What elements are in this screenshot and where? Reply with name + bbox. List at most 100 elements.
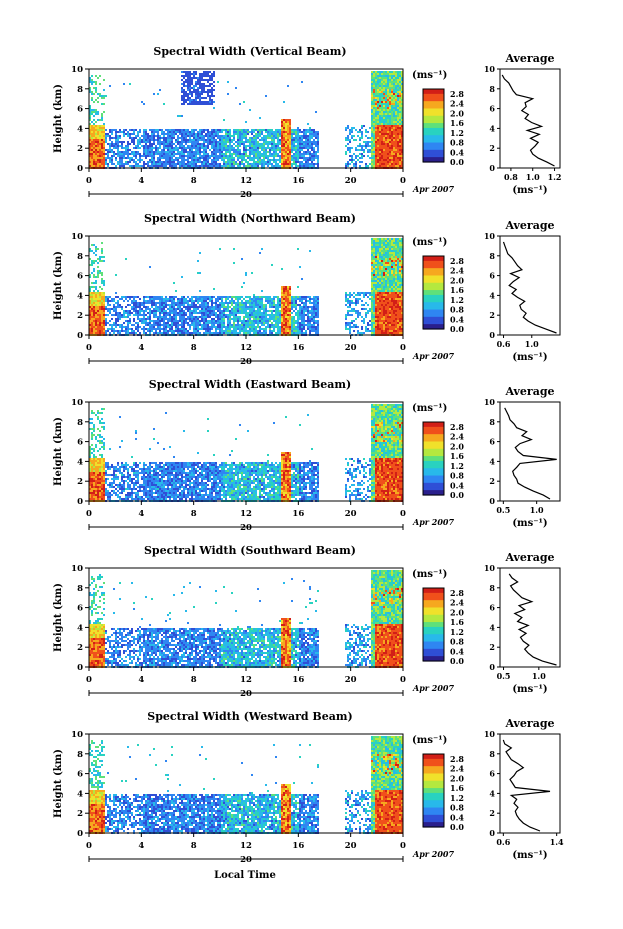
heatmap-cell — [143, 147, 145, 149]
heatmap-cell — [401, 119, 403, 121]
heatmap-cell — [281, 159, 283, 161]
heatmap-cell — [225, 306, 227, 308]
heatmap-cell — [207, 296, 209, 298]
heatmap-cell — [281, 286, 283, 288]
heatmap-cell — [243, 149, 245, 151]
heatmap-cell — [189, 320, 191, 322]
heatmap-cell — [191, 157, 193, 159]
heatmap-cell — [211, 320, 213, 322]
heatmap-cell — [255, 306, 257, 308]
heatmap-cell — [153, 139, 155, 141]
heatmap-cell — [287, 145, 289, 147]
heatmap-cell — [99, 159, 101, 161]
heatmap-cell — [205, 298, 207, 300]
heatmap-cell — [271, 318, 273, 320]
heatmap-cell — [153, 161, 155, 163]
heatmap-cell — [311, 129, 313, 131]
heatmap-cell — [105, 308, 107, 310]
heatmap-cell — [389, 97, 391, 99]
heatmap-cell — [101, 113, 103, 115]
heatmap-cell — [171, 141, 173, 143]
heatmap-cell — [181, 157, 183, 159]
heatmap-cell — [187, 93, 189, 95]
heatmap-cell — [285, 147, 287, 149]
heatmap-cell — [241, 131, 243, 133]
heatmap-cell — [201, 306, 203, 308]
heatmap-cell — [253, 296, 255, 298]
colorbar-swatch — [423, 96, 444, 100]
heatmap-cell — [115, 145, 117, 147]
heatmap-cell — [93, 314, 95, 316]
heatmap-cell — [155, 145, 157, 147]
heatmap-cell — [293, 133, 295, 135]
heatmap-cell — [97, 93, 99, 95]
heatmap-cell — [105, 320, 107, 322]
heatmap-cell — [297, 135, 299, 137]
heatmap-cell — [277, 147, 279, 149]
heatmap-cell — [373, 123, 375, 125]
heatmap-cell — [207, 306, 209, 308]
x-tick-label: 0 — [86, 176, 92, 186]
heatmap-cell — [117, 145, 119, 147]
heatmap-cell — [263, 159, 265, 161]
heatmap-cell — [167, 163, 169, 165]
heatmap-cell — [291, 137, 293, 139]
heatmap-cell — [251, 324, 253, 326]
heatmap-cell — [213, 75, 215, 77]
heatmap-cell — [185, 320, 187, 322]
heatmap-cell — [167, 143, 169, 145]
heatmap-cell — [285, 149, 287, 151]
heatmap-cell — [379, 131, 381, 133]
heatmap-cell — [113, 143, 115, 145]
heatmap-cell — [253, 330, 255, 332]
heatmap-cell — [201, 135, 203, 137]
heatmap-cell — [209, 330, 211, 332]
heatmap-cell — [359, 165, 361, 167]
heatmap-cell — [237, 326, 239, 328]
heatmap-cell — [317, 143, 319, 145]
heatmap-cell — [217, 296, 219, 298]
heatmap-cell — [221, 310, 223, 312]
heatmap-cell — [147, 322, 149, 324]
heatmap-cell — [145, 141, 147, 143]
heatmap-cell — [285, 129, 287, 131]
heatmap-cell — [387, 117, 389, 119]
heatmap-cell — [225, 310, 227, 312]
heatmap-cell — [393, 131, 395, 133]
heatmap-cell — [89, 312, 91, 314]
heatmap-cell — [281, 310, 283, 312]
heatmap-cell — [305, 139, 307, 141]
heatmap-cell — [389, 155, 391, 157]
heatmap-cell — [203, 332, 205, 334]
heatmap-cell — [261, 318, 263, 320]
heatmap-cell — [393, 89, 395, 91]
heatmap-cell — [239, 312, 241, 314]
heatmap-cell — [387, 151, 389, 153]
heatmap-cell — [113, 304, 115, 306]
heatmap-cell — [379, 153, 381, 155]
heatmap-cell — [101, 139, 103, 141]
colorbar-tick-label: 2.0 — [450, 108, 464, 118]
heatmap-cell — [249, 328, 251, 330]
heatmap-cell — [355, 165, 357, 167]
heatmap-cell — [265, 326, 267, 328]
heatmap-cell — [225, 316, 227, 318]
heatmap-cell — [227, 330, 229, 332]
heatmap-cell — [185, 332, 187, 334]
heatmap-cell — [199, 306, 201, 308]
heatmap-cell — [389, 85, 391, 87]
heatmap-cell — [195, 89, 197, 91]
heatmap-cell — [185, 308, 187, 310]
heatmap-cell — [283, 310, 285, 312]
heatmap-cell — [157, 296, 159, 298]
heatmap-cell — [97, 155, 99, 157]
heatmap-cell — [383, 99, 385, 101]
heatmap-cell — [269, 151, 271, 153]
heatmap-cell — [109, 129, 111, 131]
heatmap-cell — [105, 135, 107, 137]
heatmap-cell — [377, 105, 379, 107]
heatmap-cell — [121, 298, 123, 300]
heatmap-cell — [391, 113, 393, 115]
heatmap-cell — [283, 129, 285, 131]
heatmap-cell — [227, 320, 229, 322]
